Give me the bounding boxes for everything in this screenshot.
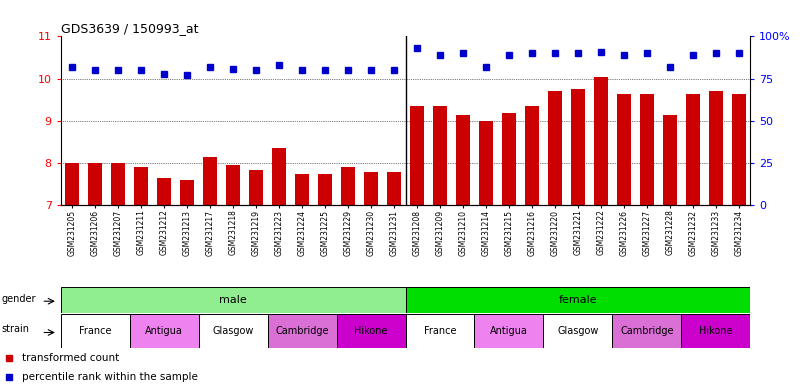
Text: Glasgow: Glasgow	[212, 326, 254, 336]
Bar	[272, 149, 286, 205]
Bar	[640, 94, 654, 205]
Bar	[204, 157, 217, 205]
Bar	[571, 89, 585, 205]
Text: Hikone: Hikone	[354, 326, 388, 336]
Text: Hikone: Hikone	[699, 326, 732, 336]
Text: France: France	[79, 326, 112, 336]
Bar	[433, 106, 447, 205]
Bar	[199, 314, 268, 348]
Text: France: France	[423, 326, 457, 336]
Bar	[502, 113, 516, 205]
Bar	[732, 94, 745, 205]
Bar	[318, 174, 332, 205]
Text: Glasgow: Glasgow	[557, 326, 599, 336]
Bar	[594, 76, 607, 205]
Bar	[61, 287, 406, 313]
Bar	[479, 121, 493, 205]
Bar	[525, 106, 539, 205]
Bar	[617, 94, 631, 205]
Text: strain: strain	[1, 324, 29, 334]
Bar	[406, 287, 750, 313]
Bar	[406, 314, 474, 348]
Bar	[543, 314, 612, 348]
Bar	[180, 180, 194, 205]
Bar	[364, 172, 378, 205]
Bar	[157, 178, 171, 205]
Bar	[337, 314, 406, 348]
Text: percentile rank within the sample: percentile rank within the sample	[23, 372, 198, 382]
Bar	[410, 106, 424, 205]
Bar	[268, 314, 337, 348]
Bar	[456, 115, 470, 205]
Text: Antigua: Antigua	[490, 326, 528, 336]
Bar	[130, 314, 199, 348]
Bar	[686, 94, 700, 205]
Text: Cambridge: Cambridge	[276, 326, 328, 336]
Bar	[249, 170, 263, 205]
Bar	[295, 174, 309, 205]
Bar	[548, 91, 562, 205]
Text: transformed count: transformed count	[23, 353, 119, 363]
Bar	[341, 167, 355, 205]
Bar	[709, 91, 723, 205]
Text: Antigua: Antigua	[145, 326, 183, 336]
Text: male: male	[219, 295, 247, 305]
Bar	[612, 314, 681, 348]
Bar	[61, 314, 130, 348]
Bar	[111, 163, 125, 205]
Bar	[66, 163, 79, 205]
Text: GDS3639 / 150993_at: GDS3639 / 150993_at	[61, 22, 199, 35]
Bar	[226, 166, 240, 205]
Bar	[135, 167, 148, 205]
Bar	[474, 314, 543, 348]
Bar	[663, 115, 676, 205]
Text: female: female	[559, 295, 597, 305]
Bar	[88, 163, 102, 205]
Bar	[681, 314, 750, 348]
Bar	[387, 172, 401, 205]
Text: gender: gender	[1, 294, 36, 304]
Text: Cambridge: Cambridge	[620, 326, 673, 336]
